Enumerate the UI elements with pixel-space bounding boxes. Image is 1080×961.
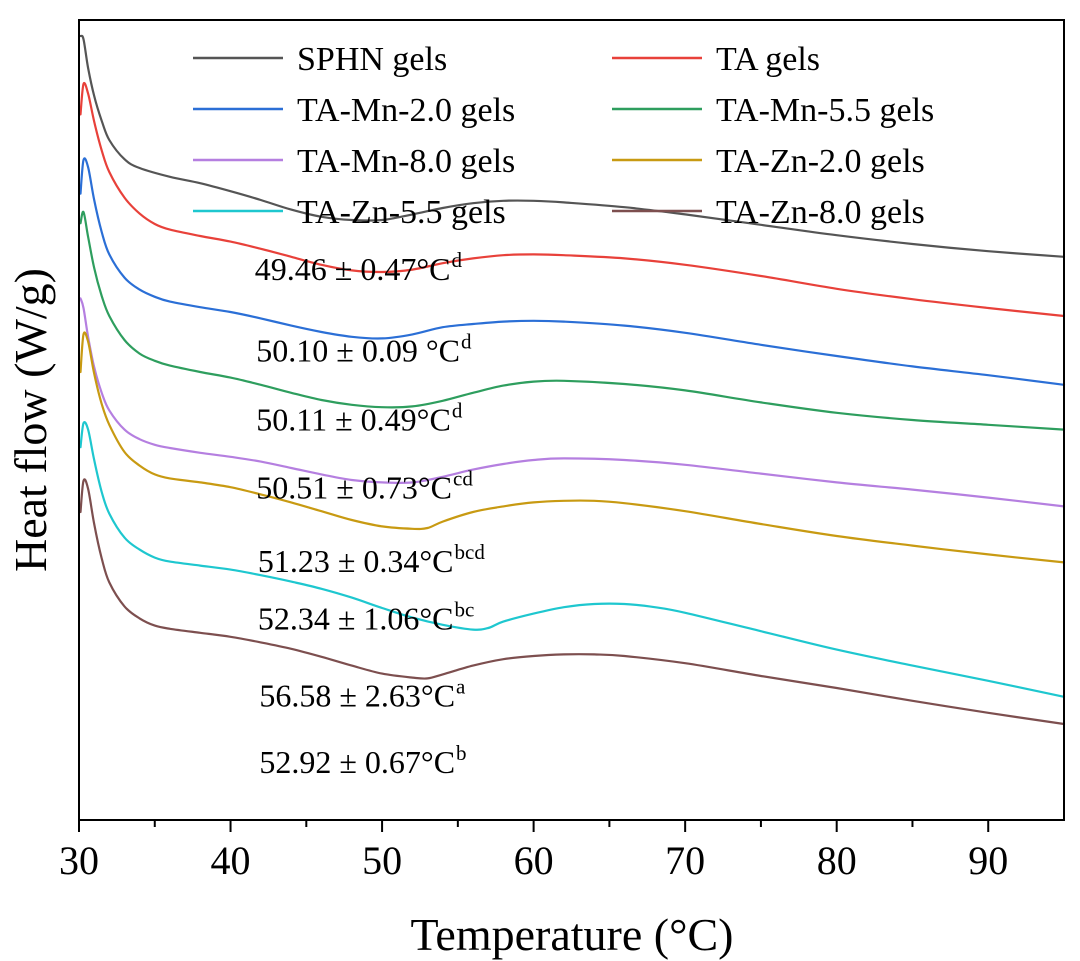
series-line-ta-zn-8-0-gels	[79, 478, 1066, 726]
legend-label-ta-zn-2-0-gels: TA-Zn-2.0 gels	[716, 143, 925, 180]
significance-letter: d	[451, 248, 462, 272]
plot-frame	[78, 19, 1065, 821]
peak-temperature-annotation: 51.23 ± 0.34°Cbcd	[258, 540, 486, 579]
peak-temperature-annotation: 49.46 ± 0.47°Cd	[255, 248, 463, 287]
peak-temperature-annotation: 50.51 ± 0.73°Ccd	[256, 466, 473, 505]
series-line-ta-zn-5-5-gels	[79, 421, 1066, 698]
legend-label-ta-mn-2-0-gels: TA-Mn-2.0 gels	[297, 92, 515, 129]
legend-label-ta-mn-8-0-gels: TA-Mn-8.0 gels	[297, 143, 515, 180]
series-line-ta-gels	[79, 82, 1066, 318]
series-line-ta-mn-2-0-gels	[79, 157, 1066, 386]
significance-letter: a	[456, 674, 466, 698]
x-tick-label: 40	[211, 838, 251, 883]
series-layer	[79, 34, 1066, 726]
series-line-ta-zn-2-0-gels	[79, 331, 1066, 564]
peak-temperature-annotation: 50.11 ± 0.49°Cd	[256, 398, 463, 437]
legend-label-ta-mn-5-5-gels: TA-Mn-5.5 gels	[716, 92, 934, 129]
peak-temperature-annotation: 50.10 ± 0.09 °Cd	[256, 330, 472, 369]
x-tick-label: 30	[59, 838, 99, 883]
x-tick-label: 90	[968, 838, 1008, 883]
significance-letter: bc	[455, 598, 475, 622]
x-axis-title: Temperature (°C)	[411, 909, 734, 960]
peak-temperature-annotation: 52.34 ± 1.06°Cbc	[258, 598, 475, 637]
x-axis-ticks: 30 40 50 60 70 80 90	[59, 820, 1008, 883]
x-tick-label: 50	[362, 838, 402, 883]
legend: SPHN gels TA gels TA-Mn-2.0 gels TA-Mn-5.5 …	[193, 41, 934, 231]
legend-label-ta-zn-5-5-gels: TA-Zn-5.5 gels	[297, 194, 506, 231]
legend-label-sphn-gels: SPHN gels	[297, 41, 447, 78]
peak-temperature-annotation: 52.92 ± 0.67°Cb	[259, 741, 466, 780]
legend-label-ta-gels: TA gels	[716, 41, 820, 78]
series-line-sphn-gels	[79, 34, 1066, 258]
x-tick-label: 60	[514, 838, 554, 883]
x-tick-label: 70	[665, 838, 705, 883]
significance-letter: d	[461, 330, 472, 354]
significance-letter: bcd	[455, 540, 486, 564]
significance-letter: d	[452, 398, 463, 422]
annotations: 49.46 ± 0.47°Cd 50.10 ± 0.09 °Cd 50.11 ± 0…	[255, 248, 486, 780]
legend-label-ta-zn-8-0-gels: TA-Zn-8.0 gels	[716, 194, 925, 231]
y-axis-title: Heat flow (W/g)	[5, 268, 56, 572]
series-line-ta-mn-8-0-gels	[79, 297, 1066, 508]
significance-letter: b	[456, 741, 467, 765]
significance-letter: cd	[453, 466, 473, 490]
x-tick-label: 80	[817, 838, 857, 883]
series-line-ta-mn-5-5-gels	[79, 210, 1066, 431]
peak-temperature-annotation: 56.58 ± 2.63°Ca	[259, 674, 466, 713]
